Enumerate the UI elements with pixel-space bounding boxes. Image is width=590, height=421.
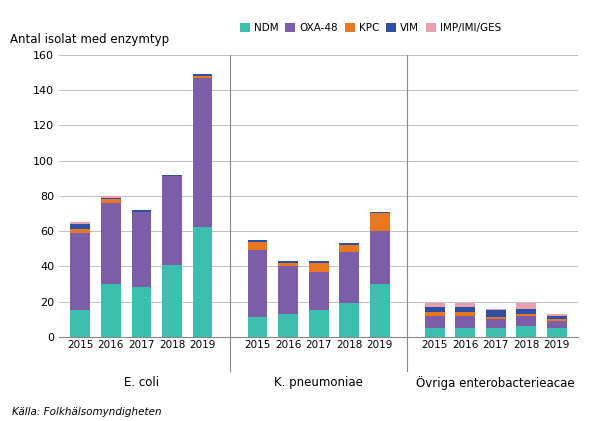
Bar (278, 314, 298, 337)
Bar (455, 328, 475, 337)
Bar (162, 264, 182, 337)
Bar (486, 328, 506, 337)
Bar (547, 328, 567, 337)
Bar (309, 263, 329, 272)
Bar (425, 328, 445, 337)
Bar (425, 307, 445, 312)
Bar (455, 303, 475, 307)
Bar (278, 266, 298, 314)
Bar (486, 310, 506, 317)
Bar (192, 77, 212, 227)
Bar (101, 203, 121, 284)
Bar (339, 245, 359, 252)
Bar (547, 321, 567, 328)
Bar (547, 314, 567, 316)
Text: Antal isolat med enzymtyp: Antal isolat med enzymtyp (9, 33, 169, 46)
Bar (248, 317, 267, 337)
Bar (132, 212, 152, 288)
Bar (425, 316, 445, 328)
Bar (370, 284, 389, 337)
Bar (70, 229, 90, 233)
Text: Övriga enterobacterieacae: Övriga enterobacterieacae (417, 376, 575, 390)
Bar (339, 243, 359, 245)
Bar (101, 197, 121, 199)
Bar (455, 307, 475, 312)
Bar (248, 242, 267, 250)
Bar (455, 316, 475, 328)
Bar (70, 224, 90, 229)
Text: E. coli: E. coli (124, 376, 159, 389)
Bar (370, 231, 389, 284)
Bar (132, 288, 152, 337)
Bar (370, 212, 389, 213)
Bar (425, 312, 445, 316)
Bar (309, 261, 329, 263)
Bar (486, 319, 506, 328)
Bar (101, 284, 121, 337)
Bar (192, 76, 212, 77)
Bar (516, 303, 536, 309)
Bar (192, 74, 212, 76)
Bar (370, 213, 389, 231)
Bar (486, 309, 506, 310)
Bar (339, 303, 359, 337)
Bar (132, 210, 152, 212)
Bar (516, 309, 536, 314)
Bar (101, 199, 121, 203)
Bar (162, 176, 182, 264)
Bar (162, 175, 182, 176)
Bar (70, 233, 90, 310)
Text: Källa: Folkhälsomyndigheten: Källa: Folkhälsomyndigheten (12, 407, 162, 417)
Bar (248, 250, 267, 317)
Bar (278, 261, 298, 263)
Bar (547, 319, 567, 321)
Bar (192, 227, 212, 337)
Bar (516, 326, 536, 337)
Bar (101, 196, 121, 197)
Text: K. pneumoniae: K. pneumoniae (274, 376, 363, 389)
Bar (516, 316, 536, 326)
Bar (339, 252, 359, 303)
Bar (547, 316, 567, 319)
Bar (309, 272, 329, 310)
Bar (70, 310, 90, 337)
Bar (309, 310, 329, 337)
Bar (278, 263, 298, 266)
Bar (486, 317, 506, 319)
Bar (455, 312, 475, 316)
Bar (70, 222, 90, 224)
Bar (248, 240, 267, 242)
Bar (516, 314, 536, 316)
Bar (425, 303, 445, 307)
Legend: NDM, OXA-48, KPC, VIM, IMP/IMI/GES: NDM, OXA-48, KPC, VIM, IMP/IMI/GES (240, 23, 502, 33)
